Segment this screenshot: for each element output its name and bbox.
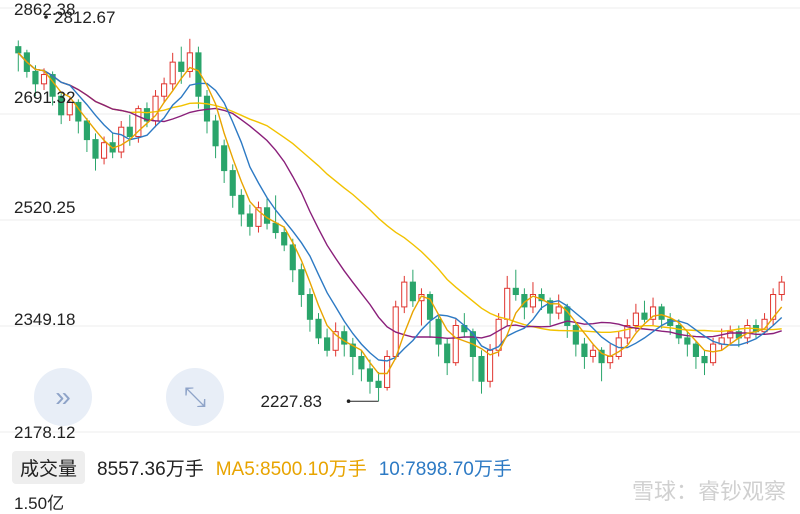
candle-body [581, 343, 588, 357]
candle-body [426, 294, 434, 320]
candle-body [770, 294, 777, 320]
volume-axis-label: 1.50亿 [14, 494, 65, 513]
candle-body [32, 70, 39, 85]
y-tick-label: 2691.32 [14, 88, 76, 107]
watermark-text: 雪球：睿钞观察 [631, 479, 786, 504]
candle-body [298, 269, 305, 296]
y-tick-label: 2862.38 [14, 0, 76, 19]
candle-body [710, 343, 717, 364]
candle-body [547, 300, 554, 314]
candle-body [564, 306, 571, 326]
candle-body [555, 306, 562, 314]
candle-body [529, 294, 537, 308]
candle-body [341, 331, 348, 345]
candle-body [255, 207, 262, 227]
resize-arrows-icon: ⤡ [183, 380, 207, 412]
candle-body [246, 213, 253, 227]
candle-body [701, 355, 708, 364]
volume-ma10: 10:7898.70万手 [378, 458, 512, 480]
expand-chevron-button[interactable]: » [34, 368, 92, 426]
candle-body [358, 355, 365, 370]
candle-body [221, 145, 228, 172]
ma10-line [17, 52, 783, 362]
candle-body [58, 95, 65, 116]
candle-body [118, 126, 125, 153]
ma20-line [17, 52, 782, 340]
y-tick-label: 2520.25 [14, 198, 76, 217]
volume-title[interactable]: 成交量 [12, 450, 86, 484]
candle-body [727, 331, 734, 339]
low-label: 2227.83 [261, 392, 322, 411]
candle-body [478, 355, 485, 382]
candle-body [306, 294, 314, 320]
candle-body [375, 380, 382, 388]
double-chevron-icon: » [55, 381, 71, 412]
y-tick-label: 2178.12 [14, 423, 76, 442]
candle-body [598, 349, 605, 364]
candle-body [238, 194, 245, 215]
candle-body [444, 343, 451, 364]
candle-body [186, 52, 193, 72]
candle-body [435, 318, 442, 345]
candle-body [92, 139, 99, 159]
candle-body [229, 170, 236, 196]
ma60-line [17, 52, 782, 333]
candle-body [324, 337, 331, 351]
fullscreen-button[interactable]: ⤡ [166, 368, 224, 426]
candle-body [632, 312, 639, 326]
candle-body [66, 101, 73, 116]
candle-body [641, 312, 648, 320]
candle-body [504, 287, 511, 320]
candle-body [126, 126, 133, 138]
candle-body [15, 46, 22, 54]
candle-body [512, 287, 519, 296]
low-marker [346, 399, 351, 403]
candle-body [366, 368, 374, 382]
y-tick-label: 2349.18 [14, 310, 76, 329]
candle-body [212, 120, 219, 147]
candle-body [401, 281, 408, 308]
volume-ma5: MA5:8500.10万手 [215, 458, 367, 480]
volume-header: 成交量 8557.36万手 MA5:8500.10万手 10:7898.70万手 [0, 450, 800, 484]
candle-body [675, 324, 682, 339]
candle-body [572, 324, 579, 345]
high-marker [44, 15, 48, 19]
candle-body [272, 222, 279, 234]
candle-body [281, 232, 288, 246]
volume-value: 8557.36万手 [97, 458, 204, 480]
candle-body [624, 324, 631, 339]
candle-body [83, 120, 90, 141]
candle-body [589, 349, 597, 357]
candle-body [692, 343, 700, 357]
candle-body [161, 83, 168, 97]
candle-body [143, 108, 151, 122]
candle-body [684, 337, 691, 345]
candle-body [384, 355, 391, 388]
candle-body [40, 74, 48, 85]
candle-body [409, 281, 416, 302]
candle-body [349, 343, 356, 357]
candle-body [607, 355, 614, 364]
candle-body [452, 324, 459, 364]
candle-body [332, 331, 339, 351]
candle-body [289, 244, 296, 271]
candle-body [778, 281, 785, 296]
candle-body [169, 61, 176, 85]
high-label: 2812.67 [54, 8, 115, 27]
candle-body [135, 108, 142, 138]
candlestick-chart: 2812.67 2227.83 [0, 7, 800, 433]
ma5-line [17, 52, 783, 375]
candle-body [649, 306, 657, 320]
candle-body [100, 142, 108, 159]
candle-body [178, 61, 185, 72]
candle-body [744, 324, 751, 339]
candle-body [658, 306, 665, 320]
candle-body [315, 318, 322, 339]
